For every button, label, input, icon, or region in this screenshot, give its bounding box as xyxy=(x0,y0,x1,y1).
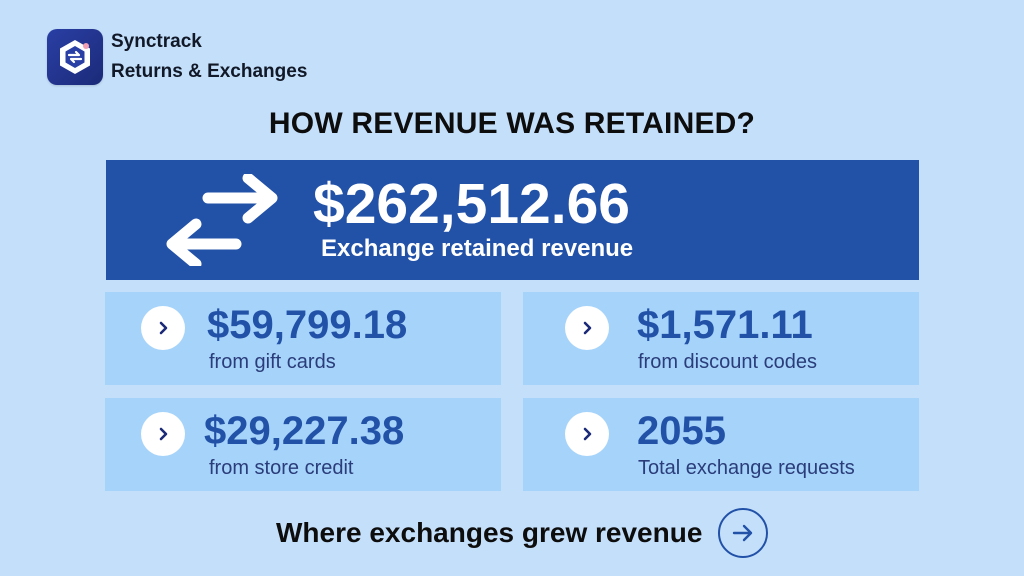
card-exchange-requests[interactable]: 2055 Total exchange requests xyxy=(523,398,919,491)
card-value: $1,571.11 xyxy=(637,303,813,347)
card-gift-cards[interactable]: $59,799.18 from gift cards xyxy=(105,292,501,385)
footer-cta[interactable]: Where exchanges grew revenue xyxy=(276,508,769,558)
page-title: HOW REVENUE WAS RETAINED? xyxy=(268,107,756,140)
card-value: $59,799.18 xyxy=(207,303,408,347)
card-label: from discount codes xyxy=(638,351,817,373)
chevron-right-icon[interactable] xyxy=(141,412,185,456)
card-label: from gift cards xyxy=(209,351,336,373)
brand-product: Returns & Exchanges xyxy=(111,61,308,82)
brand-name: Synctrack xyxy=(111,31,202,52)
hero-label: Exchange retained revenue xyxy=(321,235,634,262)
card-store-credit[interactable]: $29,227.38 from store credit xyxy=(105,398,501,491)
card-discount-codes[interactable]: $1,571.11 from discount codes xyxy=(523,292,919,385)
card-value: $29,227.38 xyxy=(204,409,405,453)
synctrack-logo-icon xyxy=(47,29,103,85)
chevron-right-icon[interactable] xyxy=(565,306,609,350)
hero-value: $262,512.66 xyxy=(313,172,630,236)
chevron-right-icon[interactable] xyxy=(141,306,185,350)
brand-header: Synctrack Returns & Exchanges xyxy=(47,27,307,87)
arrow-right-icon[interactable] xyxy=(718,508,769,558)
exchange-arrows-icon xyxy=(164,172,280,271)
footer-text[interactable]: Where exchanges grew revenue xyxy=(276,517,703,548)
card-label: Total exchange requests xyxy=(638,457,855,479)
card-label: from store credit xyxy=(209,457,354,479)
chevron-right-icon[interactable] xyxy=(565,412,609,456)
card-value: 2055 xyxy=(637,409,726,453)
hero-banner: $262,512.66 Exchange retained revenue xyxy=(106,160,919,280)
